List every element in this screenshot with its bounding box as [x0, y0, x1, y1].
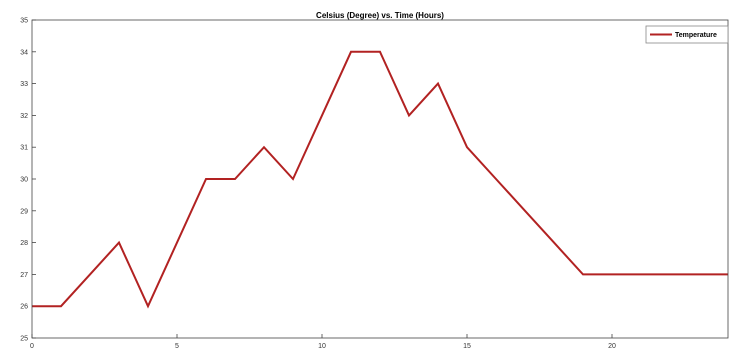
y-tick-label: 26	[20, 304, 28, 311]
y-tick-label: 32	[20, 113, 28, 120]
y-tick-label: 30	[20, 177, 28, 184]
y-tick-label: 33	[20, 81, 28, 88]
y-axis-ticks: 25 26 27 28 29 30 31 32 33 34 35	[20, 18, 36, 343]
y-tick-label: 31	[20, 145, 28, 152]
legend: Temperature	[645, 25, 729, 44]
chart-title: Celsius (Degree) vs. Time (Hours)	[316, 11, 444, 20]
x-tick-label: 0	[30, 343, 34, 350]
y-tick-label: 34	[20, 49, 28, 56]
y-tick-label: 27	[20, 272, 28, 279]
legend-label-temperature: Temperature	[675, 32, 717, 39]
x-tick-label: 10	[318, 343, 326, 350]
y-tick-label: 35	[20, 18, 28, 25]
y-tick-label: 28	[20, 240, 28, 247]
plot-area-frame	[31, 19, 729, 339]
series-layer	[31, 50, 729, 309]
y-tick-label: 25	[20, 336, 28, 343]
x-tick-label: 15	[463, 343, 471, 350]
x-tick-label: 20	[608, 343, 616, 350]
legend-box	[645, 25, 729, 44]
x-tick-label: 5	[175, 343, 179, 350]
y-tick-label: 29	[20, 208, 28, 215]
